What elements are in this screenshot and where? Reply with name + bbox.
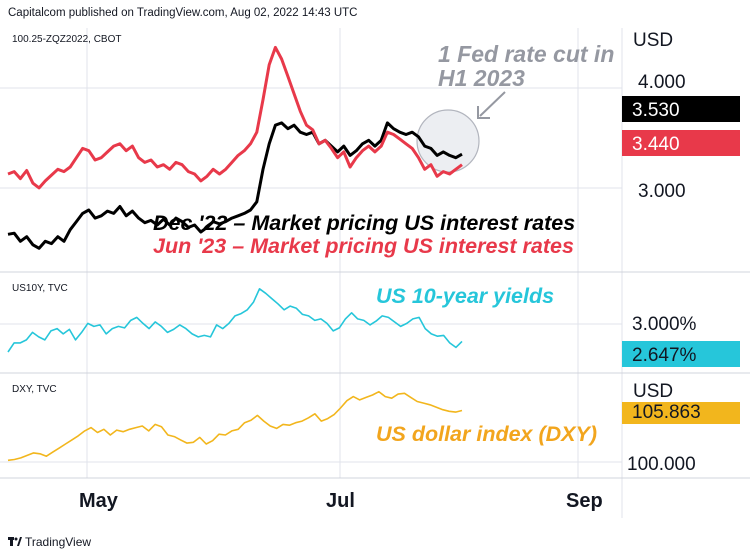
pane3-tick: 100.000 — [627, 454, 696, 475]
arrow-shaft — [479, 91, 506, 117]
fed-cut-arrow — [477, 91, 506, 119]
dec22-annotation: Dec '22 – Market pricing US interest rat… — [153, 211, 576, 235]
pane1-unit: USD — [633, 30, 674, 51]
pane1-symbol: 100.25-ZQZ2022, CBOT — [12, 34, 122, 45]
fed-cut-circle — [416, 109, 480, 173]
footer-brand-text: TradingView — [25, 535, 92, 549]
arrow-head — [477, 106, 490, 119]
fed-cut-circle-group — [416, 109, 480, 173]
pane3-symbol: DXY, TVC — [12, 384, 57, 395]
dxy-annotation: US dollar index (DXY) — [376, 422, 598, 446]
series-line-0-1 — [7, 45, 463, 190]
pane1-tick-top: 4.000 — [638, 72, 686, 93]
series-line-2-0 — [7, 390, 463, 462]
x-tick-jul: Jul — [326, 490, 355, 512]
tradingview-logo-icon — [8, 535, 22, 546]
pane2-tick: 3.000% — [632, 314, 697, 335]
us10y-annotation: US 10-year yields — [376, 284, 555, 308]
dec22-price-badge: 3.530 — [622, 96, 740, 122]
x-tick-may: May — [79, 490, 118, 512]
series-line-1-0 — [7, 287, 463, 353]
fed-cut-line2: H1 2023 — [438, 65, 525, 91]
fed-cut-line1: 1 Fed rate cut in — [438, 41, 615, 67]
grid — [0, 28, 622, 478]
pane2-symbol: US10Y, TVC — [12, 283, 68, 294]
footer-brand: TradingView — [8, 535, 91, 549]
x-tick-sep: Sep — [566, 490, 603, 512]
pane1-tick-bottom: 3.000 — [638, 181, 686, 202]
series-line-0-0 — [7, 121, 463, 250]
jun23-annotation: Jun '23 – Market pricing US interest rat… — [153, 234, 574, 258]
us10y-price-badge: 2.647% — [622, 341, 740, 367]
publisher-line: Capitalcom published on TradingView.com,… — [8, 7, 358, 19]
fed-cut-annotation: 1 Fed rate cut in H1 2023 — [438, 42, 614, 90]
series-layer — [7, 45, 463, 462]
dxy-price-badge: 105.863 — [622, 402, 740, 424]
pane3-unit: USD — [633, 381, 674, 402]
jun23-price-badge: 3.440 — [622, 130, 740, 156]
